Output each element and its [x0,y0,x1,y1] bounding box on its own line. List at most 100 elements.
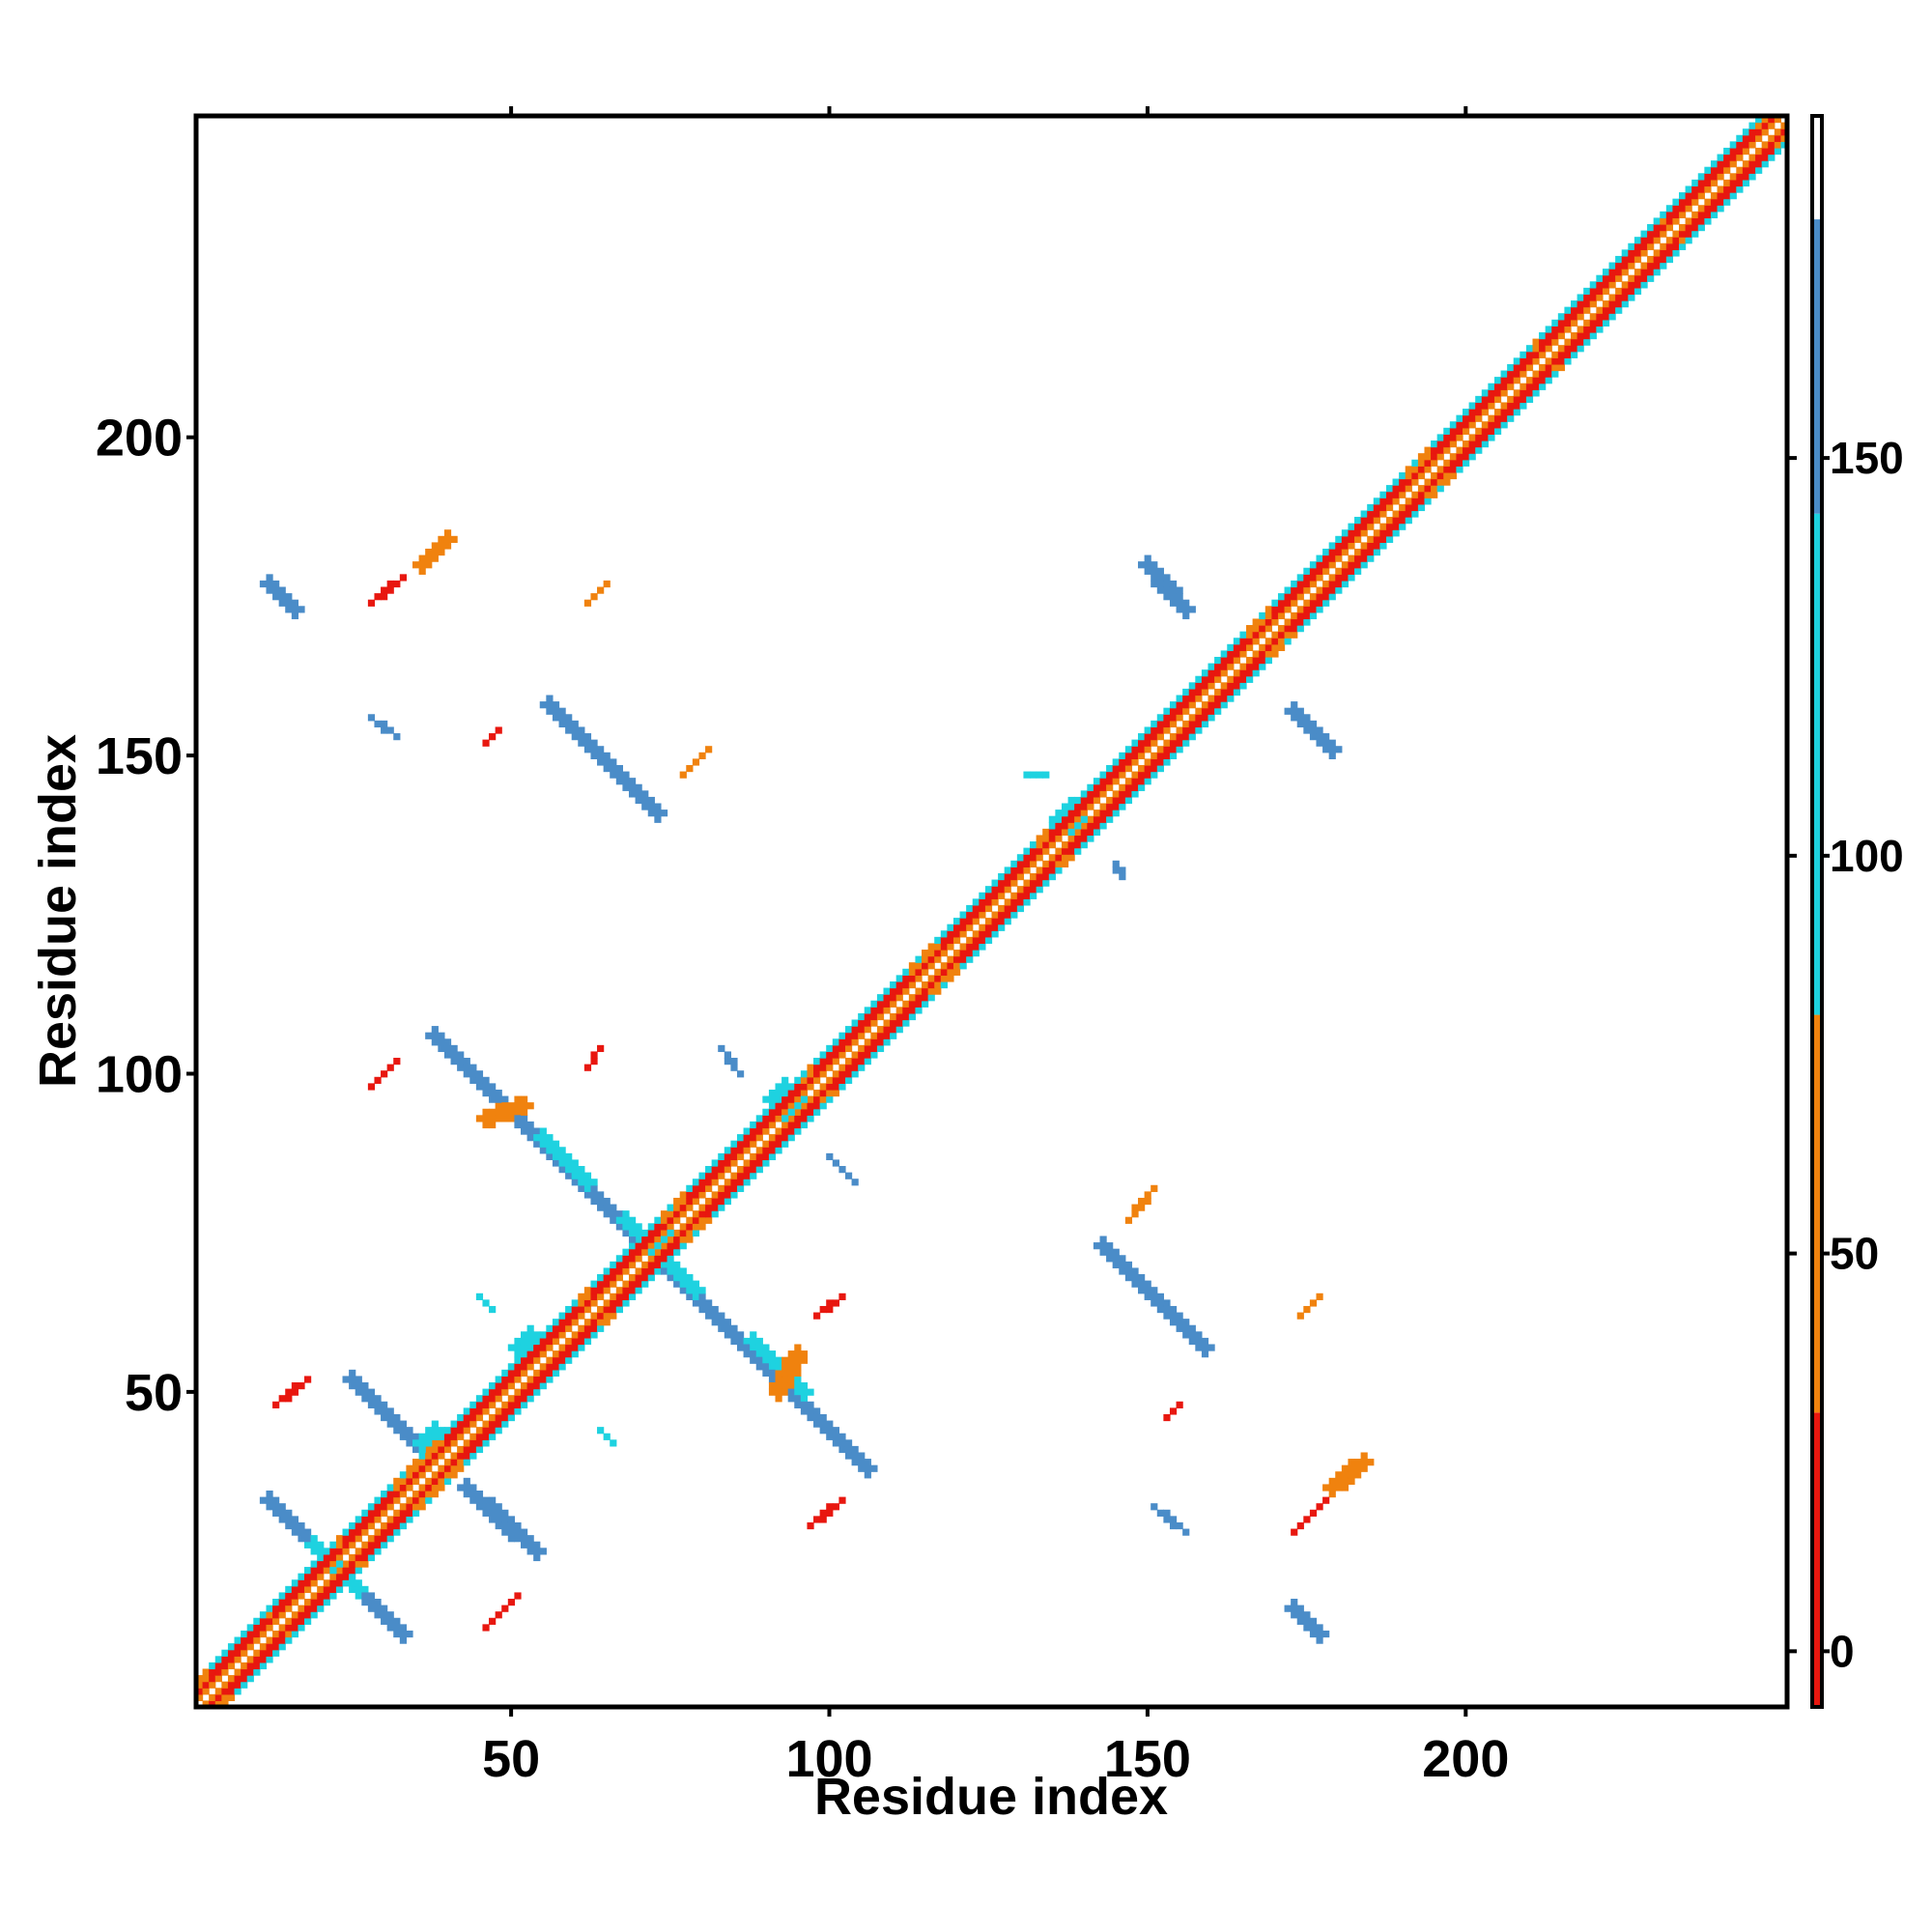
heatmap-cell [667,1223,674,1231]
y-axis-title: Residue index [29,734,87,1088]
heatmap-cell [654,1261,662,1269]
heatmap-cell [1577,331,1584,340]
heatmap-cell [310,1579,318,1587]
heatmap-cell [285,606,293,613]
heatmap-cell [922,994,929,1002]
heatmap-cell [1551,326,1559,333]
heatmap-cell [317,1567,325,1575]
heatmap-cell [647,1267,655,1275]
heatmap-cell [743,1337,751,1346]
heatmap-cell [1067,810,1075,817]
heatmap-cell [1214,695,1222,702]
heatmap-cell [755,1152,763,1161]
heatmap-cell [1341,542,1350,550]
heatmap-cell [552,701,560,709]
heatmap-cell [590,1331,598,1339]
heatmap-cell [1736,147,1744,156]
heatmap-cell [1208,707,1215,715]
heatmap-cell [673,1267,681,1275]
heatmap-cell [475,1496,484,1504]
heatmap-cell [578,1172,585,1179]
heatmap-cell [1417,485,1426,493]
heatmap-cell [698,1179,706,1186]
heatmap-cell [457,1433,465,1440]
heatmap-cell [915,968,923,976]
heatmap-cell [800,1076,809,1084]
heatmap-cell [1220,688,1228,696]
heatmap-cell [546,1324,554,1332]
heatmap-cell [335,1548,344,1555]
heatmap-cell [647,1242,655,1250]
heatmap-cell [686,764,694,773]
heatmap-cell [927,980,935,989]
heatmap-cell [1475,434,1483,441]
heatmap-cell [1602,269,1610,276]
heatmap-cell [1488,402,1495,410]
heatmap-cell [890,994,897,1002]
heatmap-cell [1151,567,1158,575]
heatmap-cell [1004,911,1011,919]
heatmap-cell [558,714,566,722]
heatmap-cell [1443,466,1451,473]
heatmap-cell [533,1127,541,1135]
heatmap-cell [1615,255,1623,264]
heatmap-cell [514,1369,522,1378]
heatmap-cell [520,1337,528,1346]
heatmap-cell [1195,1344,1203,1351]
heatmap-cell [1348,529,1355,537]
heatmap-cell [386,580,394,588]
heatmap-cell [514,1592,522,1600]
heatmap-cell [883,1007,891,1014]
heatmap-cell [469,1484,477,1492]
heatmap-cell [349,1585,356,1594]
heatmap-cell [1513,395,1520,404]
heatmap-cell [1309,720,1318,728]
heatmap-cell [367,1548,376,1555]
heatmap-cell [1284,631,1292,639]
heatmap-cell [1551,357,1559,365]
heatmap-cell [374,1541,382,1548]
heatmap-cell [1195,707,1203,715]
heatmap-cell [227,1688,236,1695]
heatmap-cell [386,1484,394,1492]
heatmap-cell [1131,1204,1139,1211]
heatmap-cell [1296,1617,1304,1625]
heatmap-cell [457,1452,465,1460]
heatmap-cell [450,1452,458,1460]
x-tick-label: 200 [1422,1730,1509,1788]
heatmap-cell [864,1044,871,1053]
heatmap-cell [1004,879,1011,887]
heatmap-cell [966,950,974,957]
heatmap-cell [1634,242,1642,250]
heatmap-cell [469,1070,477,1078]
heatmap-cell [1016,886,1025,894]
heatmap-cell [1239,650,1247,658]
heatmap-cell [578,1337,585,1346]
heatmap-cell [864,1051,871,1059]
heatmap-cell [291,611,299,620]
heatmap-cell [641,1274,649,1282]
heatmap-cell [775,1115,782,1122]
heatmap-cell [622,1210,630,1218]
heatmap-cell [654,1248,662,1256]
heatmap-cell [565,1312,573,1320]
heatmap-cell [1322,554,1330,562]
heatmap-cell [743,1179,751,1186]
heatmap-cell [1156,1509,1164,1517]
heatmap-cell [603,758,611,766]
heatmap-cell [1106,1242,1114,1250]
heatmap-cell [883,994,891,1002]
heatmap-cell [1119,758,1126,766]
heatmap-cell [552,1152,560,1161]
heatmap-cell [1246,675,1254,683]
heatmap-cell [278,1599,286,1606]
heatmap-cell [393,1420,401,1428]
heatmap-cell [1500,409,1508,416]
heatmap-cell [692,1299,700,1307]
heatmap-cell [1030,886,1037,894]
heatmap-cell [1322,733,1330,741]
heatmap-cell [317,1573,325,1580]
heatmap-cell [546,1344,554,1351]
heatmap-cell [1316,1624,1323,1632]
heatmap-cell [1208,663,1215,670]
